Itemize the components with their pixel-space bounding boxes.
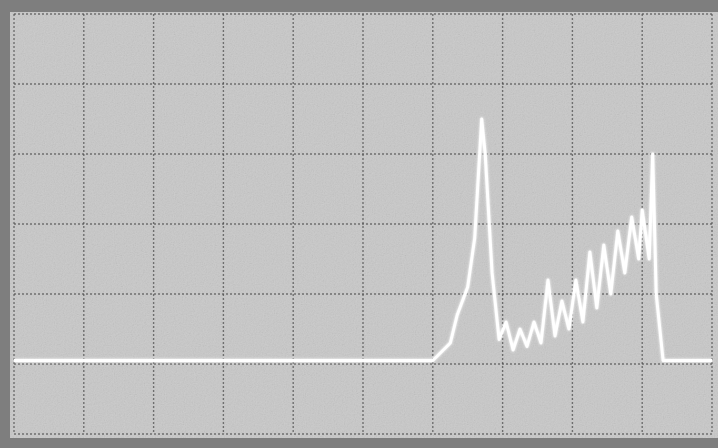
screen-grain <box>10 12 718 438</box>
trace-layer <box>14 117 712 362</box>
trace-line-0 <box>14 117 712 362</box>
